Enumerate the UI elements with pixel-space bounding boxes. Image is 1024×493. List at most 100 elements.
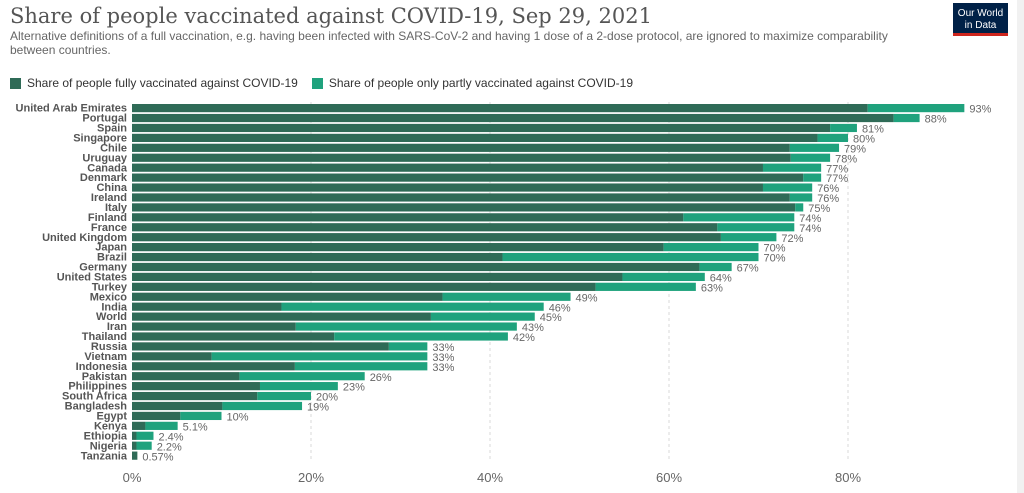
x-axis-ticks: 0% 20% 40% 60% 80% <box>123 470 862 485</box>
bar-fully-vaccinated[interactable] <box>132 153 791 162</box>
bar-partly-vaccinated[interactable] <box>789 143 840 152</box>
bar-partly-vaccinated[interactable] <box>595 282 696 291</box>
value-label: 43% <box>522 322 544 334</box>
bar-fully-vaccinated[interactable] <box>132 272 623 282</box>
bar-fully-vaccinated[interactable] <box>132 163 763 172</box>
bar-fully-vaccinated[interactable] <box>132 411 181 421</box>
bar-partly-vaccinated[interactable] <box>239 372 365 381</box>
value-label: 2.2% <box>157 441 182 453</box>
bar-fully-vaccinated[interactable] <box>132 431 137 440</box>
bar-fully-vaccinated[interactable] <box>132 401 223 411</box>
bar-fully-vaccinated[interactable] <box>132 133 818 142</box>
bar-fully-vaccinated[interactable] <box>132 352 212 361</box>
bar-fully-vaccinated[interactable] <box>132 173 804 182</box>
bar-partly-vaccinated[interactable] <box>817 133 848 142</box>
category-label: Italy <box>105 202 128 214</box>
bar-partly-vaccinated[interactable] <box>136 431 154 440</box>
bar-partly-vaccinated[interactable] <box>145 421 178 430</box>
category-label: Singapore <box>73 132 127 144</box>
bar-partly-vaccinated[interactable] <box>789 193 813 202</box>
bar-fully-vaccinated[interactable] <box>132 252 503 262</box>
value-label: 33% <box>432 342 454 354</box>
x-tick-label: 20% <box>298 470 324 485</box>
bar-fully-vaccinated[interactable] <box>132 143 790 152</box>
value-label: 72% <box>781 233 803 245</box>
bar-fully-vaccinated[interactable] <box>132 104 868 113</box>
category-label: Ethiopia <box>84 430 128 442</box>
bar-partly-vaccinated[interactable] <box>430 312 535 321</box>
bar-fully-vaccinated[interactable] <box>132 322 296 331</box>
bar-partly-vaccinated[interactable] <box>790 153 831 162</box>
bar-fully-vaccinated[interactable] <box>132 382 260 391</box>
bar-partly-vaccinated[interactable] <box>294 362 428 371</box>
value-label: 79% <box>844 143 866 155</box>
bar-partly-vaccinated[interactable] <box>334 332 508 341</box>
bar-fully-vaccinated[interactable] <box>132 233 721 242</box>
bar-fully-vaccinated[interactable] <box>132 372 240 381</box>
bar-fully-vaccinated[interactable] <box>132 113 894 123</box>
bar-partly-vaccinated[interactable] <box>803 173 822 182</box>
bar-fully-vaccinated[interactable] <box>132 451 138 460</box>
bar-fully-vaccinated[interactable] <box>132 213 684 222</box>
legend-item-fully[interactable]: Share of people fully vaccinated against… <box>10 76 298 90</box>
bar-partly-vaccinated[interactable] <box>717 223 795 232</box>
category-label: Canada <box>87 162 128 174</box>
bar-partly-vaccinated[interactable] <box>295 322 517 331</box>
bar-fully-vaccinated[interactable] <box>132 362 295 371</box>
bar-partly-vaccinated[interactable] <box>257 391 311 401</box>
bar-partly-vaccinated[interactable] <box>388 342 428 351</box>
bar-partly-vaccinated[interactable] <box>699 262 732 272</box>
bar-partly-vaccinated[interactable] <box>502 252 759 262</box>
owid-logo[interactable]: Our World in Data <box>953 3 1008 36</box>
value-label: 64% <box>710 273 732 285</box>
bar-fully-vaccinated[interactable] <box>132 441 137 450</box>
bar-fully-vaccinated[interactable] <box>132 123 831 133</box>
bar-partly-vaccinated[interactable] <box>180 411 222 421</box>
legend-swatch-partly <box>311 77 323 89</box>
bar-partly-vaccinated[interactable] <box>281 302 544 311</box>
bar-partly-vaccinated[interactable] <box>795 203 804 212</box>
value-labels: 93%88%81%80%79%78%77%77%76%76%75%74%74%7… <box>142 104 991 464</box>
bar-fully-vaccinated[interactable] <box>132 391 258 401</box>
bar-partly-vaccinated[interactable] <box>442 292 571 301</box>
bar-partly-vaccinated[interactable] <box>867 104 965 113</box>
value-label: 81% <box>862 124 884 136</box>
category-label: Bangladesh <box>65 401 128 413</box>
value-label: 67% <box>737 263 759 275</box>
bar-fully-vaccinated[interactable] <box>132 292 443 301</box>
bar-fully-vaccinated[interactable] <box>132 312 431 321</box>
bar-partly-vaccinated[interactable] <box>830 123 857 133</box>
bar-fully-vaccinated[interactable] <box>132 183 763 192</box>
bar-fully-vaccinated[interactable] <box>132 302 282 311</box>
value-label: 23% <box>343 382 365 394</box>
scrollbar[interactable] <box>1017 0 1024 493</box>
category-label: France <box>91 222 127 234</box>
chart-title: Share of people vaccinated against COVID… <box>10 4 652 28</box>
bar-fully-vaccinated[interactable] <box>132 282 596 291</box>
bar-partly-vaccinated[interactable] <box>762 163 822 172</box>
bar-fully-vaccinated[interactable] <box>132 203 796 212</box>
category-label: Indonesia <box>76 361 128 373</box>
bar-partly-vaccinated[interactable] <box>211 352 428 361</box>
bar-fully-vaccinated[interactable] <box>132 332 335 341</box>
bar-fully-vaccinated[interactable] <box>132 243 664 252</box>
bar-partly-vaccinated[interactable] <box>720 233 777 242</box>
bar-partly-vaccinated[interactable] <box>762 183 813 192</box>
bar-fully-vaccinated[interactable] <box>132 421 146 430</box>
bar-partly-vaccinated[interactable] <box>222 401 303 411</box>
category-label: Vietnam <box>84 351 127 363</box>
bar-partly-vaccinated[interactable] <box>622 272 705 282</box>
bar-partly-vaccinated[interactable] <box>893 113 920 123</box>
bar-fully-vaccinated[interactable] <box>132 262 700 272</box>
legend: Share of people fully vaccinated against… <box>10 76 633 90</box>
value-label: 10% <box>227 412 249 424</box>
bar-partly-vaccinated[interactable] <box>136 441 152 450</box>
bar-partly-vaccinated[interactable] <box>663 243 759 252</box>
bar-fully-vaccinated[interactable] <box>132 223 718 232</box>
bar-partly-vaccinated[interactable] <box>683 213 795 222</box>
bar-partly-vaccinated[interactable] <box>259 382 338 391</box>
category-label: Thailand <box>82 331 127 343</box>
legend-item-partly[interactable]: Share of people only partly vaccinated a… <box>311 76 633 90</box>
bar-fully-vaccinated[interactable] <box>132 193 790 202</box>
bar-fully-vaccinated[interactable] <box>132 342 389 351</box>
